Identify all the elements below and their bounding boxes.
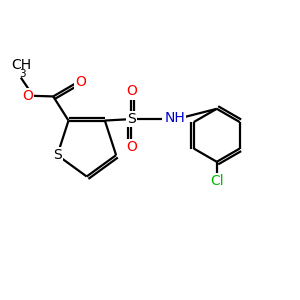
Text: S: S (127, 112, 136, 126)
Text: O: O (126, 140, 137, 154)
Text: NH: NH (165, 111, 185, 125)
Text: CH: CH (11, 58, 32, 72)
Text: Cl: Cl (210, 174, 224, 188)
Text: O: O (22, 89, 33, 103)
Text: O: O (126, 84, 137, 98)
Text: O: O (76, 75, 86, 89)
Text: 3: 3 (20, 69, 26, 79)
Text: S: S (53, 148, 62, 162)
